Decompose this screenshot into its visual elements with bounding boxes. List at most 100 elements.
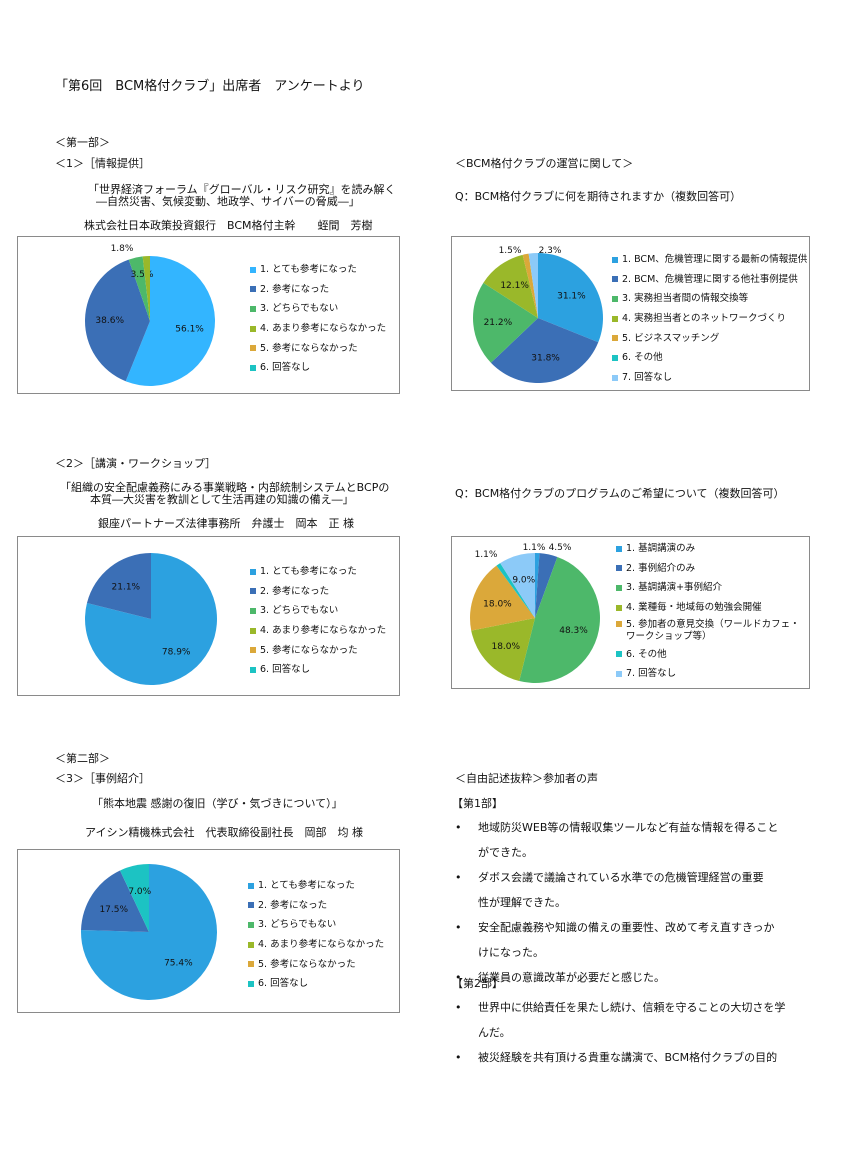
legend-label: 4. あまり参考にならなかった bbox=[260, 625, 387, 637]
legend-item: 2. BCM、危機管理に関する他社事例提供 bbox=[612, 271, 807, 291]
legend-swatch bbox=[612, 374, 618, 381]
legend-item: 6. 回答なし bbox=[248, 975, 384, 995]
pie-slice bbox=[496, 563, 535, 618]
pie-slice bbox=[519, 556, 600, 683]
legend-item: 5. 参考にならなかった bbox=[248, 956, 384, 976]
legend-label: 4. 業種毎・地域毎の勉強会開催 bbox=[626, 602, 762, 614]
bullet-icon: • bbox=[455, 971, 462, 984]
legend-swatch bbox=[248, 882, 254, 889]
part1-heading: ＜第一部＞ bbox=[55, 136, 110, 149]
voices-list-1: • 地域防災WEB等の情報収集ツールなど有益な情報を得ること ができた。 • ダボス会議… bbox=[455, 815, 778, 990]
voice-text: 性が理解できた。 bbox=[478, 896, 566, 909]
voices-part2: 【第2部】 bbox=[452, 977, 503, 990]
pie-chart: 31.1% 31.8% 21.2% 12.1% 1.5% 2.3% bbox=[473, 246, 603, 383]
legend-item: 1. とても参考になった bbox=[250, 261, 386, 281]
chart-box-1: 56.1% 38.6% 3.5% 1.8% 1. とても参考になった 2. 参考になった 3… bbox=[17, 236, 400, 394]
bullet-icon: • bbox=[455, 821, 462, 834]
pie-slice bbox=[535, 553, 558, 618]
legend-swatch bbox=[612, 295, 618, 302]
legend-swatch bbox=[616, 651, 622, 658]
legend-item: 6. その他 bbox=[612, 349, 807, 369]
pie-chart: 56.1% 38.6% 3.5% 1.8% bbox=[85, 244, 215, 386]
legend-item: 4. 実務担当者とのネットワークづくり bbox=[612, 310, 807, 330]
legend-swatch bbox=[616, 621, 622, 628]
voice-item: けになった。 bbox=[455, 940, 778, 965]
legend-item: 3. どちらでもない bbox=[250, 602, 386, 622]
pie-data-label: 1.5% bbox=[499, 246, 522, 256]
legend-label: 2. 参考になった bbox=[258, 899, 328, 911]
pie-data-label: 56.1% bbox=[175, 325, 204, 335]
legend-label: 1. とても参考になった bbox=[260, 566, 357, 577]
sec1-heading: ＜1＞［情報提供］ bbox=[55, 157, 150, 170]
pie-slice bbox=[125, 256, 215, 386]
pie-slice bbox=[538, 253, 603, 343]
part2-heading: ＜第二部＞ bbox=[55, 752, 110, 765]
pie-data-label: 17.5% bbox=[99, 905, 128, 915]
pie-data-label: 9.0% bbox=[512, 575, 535, 585]
legend-label: 4. 実務担当者とのネットワークづくり bbox=[622, 313, 786, 325]
legend-swatch bbox=[250, 588, 256, 595]
voice-item: • 安全配慮義務や知識の備えの重要性、改めて考え直すきっか bbox=[455, 915, 778, 940]
chart-legend: 1. BCM、危機管理に関する最新の情報提供 2. BCM、危機管理に関する他社事… bbox=[612, 251, 807, 389]
pie-slice bbox=[85, 259, 150, 382]
pie-slice bbox=[81, 870, 149, 932]
legend-item: 1. BCM、危機管理に関する最新の情報提供 bbox=[612, 251, 807, 271]
legend-item: 5. ビジネスマッチング bbox=[612, 330, 807, 350]
legend-item: 4. 業種毎・地域毎の勉強会開催 bbox=[616, 599, 806, 619]
legend-swatch bbox=[248, 980, 254, 987]
chart-box-4: 31.1% 31.8% 21.2% 12.1% 1.5% 2.3% 1. BCM、危機管理に… bbox=[451, 236, 810, 391]
legend-label: 3. どちらでもない bbox=[260, 605, 339, 617]
sec1-speaker: 株式会社日本政策投資銀行 BCM格付主幹 蛭間 芳樹 bbox=[84, 219, 373, 232]
voice-item: • ダボス会議で議論されている水準での危機管理経営の重要 bbox=[455, 865, 778, 890]
legend-label: 6. その他 bbox=[622, 352, 663, 364]
pie-data-label: 1.1% bbox=[475, 550, 498, 560]
legend-item: 4. あまり参考にならなかった bbox=[250, 622, 386, 642]
voice-text: 世界中に供給責任を果たし続け、信頼を守ることの大切さを学 bbox=[478, 1001, 786, 1014]
sec3-talk-title: 「熊本地震 感謝の復旧（学び・気づきについて）」 bbox=[92, 797, 343, 810]
pie-slice bbox=[473, 282, 538, 363]
legend-item: 6. 回答なし bbox=[250, 661, 386, 681]
legend-item: 6. 回答なし bbox=[250, 359, 386, 379]
pie-slice bbox=[120, 864, 149, 932]
sec1-talk-subtitle: ―自然災害、気候変動、地政学、サイバーの脅威―」 bbox=[96, 195, 360, 208]
legend-label: 2. BCM、危機管理に関する他社事例提供 bbox=[622, 273, 798, 285]
legend-swatch bbox=[250, 647, 256, 654]
bullet-icon: • bbox=[455, 871, 462, 884]
legend-swatch bbox=[612, 335, 618, 342]
voice-item: • 世界中に供給責任を果たし続け、信頼を守ることの大切さを学 bbox=[455, 995, 785, 1020]
bullet-icon: • bbox=[455, 921, 462, 934]
legend-item: 1. とても参考になった bbox=[250, 563, 386, 583]
legend-label: 5. 参考にならなかった bbox=[258, 958, 356, 970]
legend-label: 1. とても参考になった bbox=[260, 264, 357, 275]
legend-label: 6. その他 bbox=[626, 648, 667, 660]
pie-data-label: 31.8% bbox=[531, 354, 560, 364]
ops-question-1: Q：BCM格付クラブに何を期待されますか（複数回答可） bbox=[455, 190, 742, 203]
legend-swatch bbox=[616, 565, 622, 572]
voice-text: けになった。 bbox=[478, 946, 544, 959]
legend-item: 3. 基調講演+事例紹介 bbox=[616, 579, 806, 599]
pie-chart: 75.4% 17.5%7.0% bbox=[81, 864, 218, 1000]
chart-box-2: 78.9% 21.1% 1. とても参考になった 2. 参考になった 3. どちらでもな… bbox=[17, 536, 400, 696]
ops-heading: ＜BCM格付クラブの運営に関して＞ bbox=[455, 157, 634, 170]
legend-swatch bbox=[248, 941, 254, 948]
legend-label: 3. どちらでもない bbox=[258, 919, 337, 931]
legend-item: 5. 参加者の意見交換（ワールドカフェ・ワークショップ等） bbox=[616, 619, 806, 646]
voice-text: 地域防災WEB等の情報収集ツールなど有益な情報を得ること bbox=[478, 821, 779, 834]
pie-data-label: 31.1% bbox=[557, 291, 586, 301]
legend-swatch bbox=[616, 670, 622, 677]
pie-chart: 78.9% 21.1% bbox=[84, 553, 217, 685]
sec2-speaker: 銀座パートナーズ法律事務所 弁護士 岡本 正 様 bbox=[98, 517, 354, 530]
voice-text: 被災経験を共有頂ける貴重な講演で、BCM格付クラブの目的 bbox=[478, 1051, 778, 1064]
legend-item: 4. あまり参考にならなかった bbox=[250, 320, 386, 340]
pie-data-label: 4.5% bbox=[549, 543, 572, 553]
legend-label: 4. あまり参考にならなかった bbox=[258, 939, 385, 951]
chart-legend: 1. とても参考になった 2. 参考になった 3. どちらでもない 4. あまり参考に… bbox=[248, 877, 384, 995]
legend-item: 2. 参考になった bbox=[248, 897, 384, 917]
legend-swatch bbox=[250, 364, 256, 371]
voice-text: ができた。 bbox=[478, 846, 533, 859]
legend-swatch bbox=[250, 286, 256, 293]
pie-data-label: 1.1% bbox=[523, 543, 546, 553]
voice-item: • 従業員の意識改革が必要だと感じた。 bbox=[455, 965, 778, 990]
pie-data-label: 18.0% bbox=[483, 599, 512, 609]
